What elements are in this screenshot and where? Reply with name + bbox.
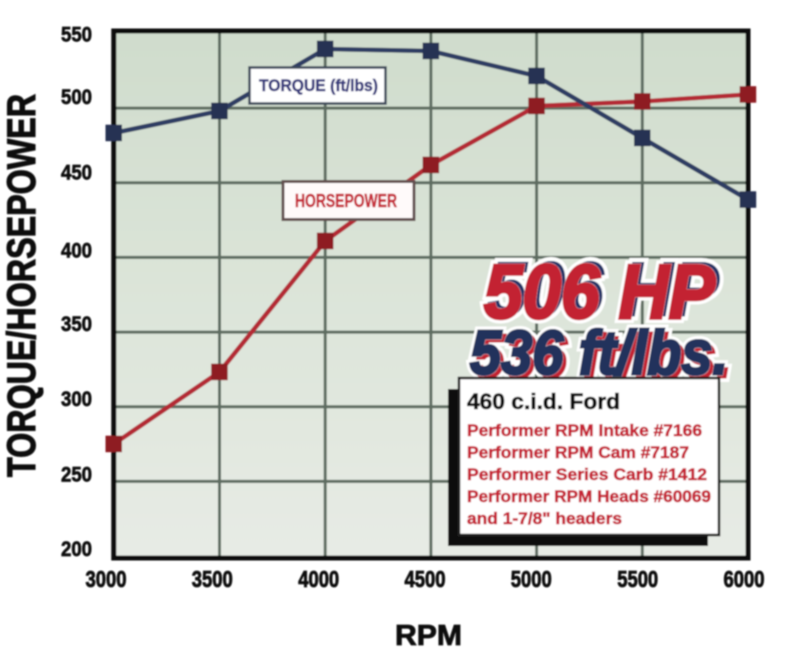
svg-text:4500: 4500 <box>405 566 446 592</box>
svg-text:TORQUE (ft/lbs): TORQUE (ft/lbs) <box>259 76 378 95</box>
svg-text:Performer RPM Cam #7187: Performer RPM Cam #7187 <box>467 444 689 462</box>
svg-text:506 HP: 506 HP <box>488 248 719 333</box>
svg-text:506 HP: 506 HP <box>488 248 719 333</box>
svg-text:6000: 6000 <box>724 566 765 592</box>
svg-text:3500: 3500 <box>192 566 233 592</box>
svg-text:HORSEPOWER: HORSEPOWER <box>295 191 397 211</box>
svg-text:500: 500 <box>61 85 92 109</box>
svg-text:RPM: RPM <box>395 620 462 652</box>
svg-text:Performer RPM Heads #60069: Performer RPM Heads #60069 <box>467 488 711 506</box>
svg-text:and 1-7/8" headers: and 1-7/8" headers <box>467 510 622 528</box>
svg-text:3000: 3000 <box>86 566 127 592</box>
svg-text:450: 450 <box>61 161 92 185</box>
svg-text:506 HP: 506 HP <box>484 250 715 335</box>
svg-text:4000: 4000 <box>298 566 339 592</box>
svg-text:200: 200 <box>61 537 92 561</box>
svg-text:400: 400 <box>61 239 92 263</box>
svg-text:5500: 5500 <box>617 566 658 592</box>
svg-text:350: 350 <box>61 312 92 336</box>
svg-text:300: 300 <box>61 387 92 411</box>
svg-text:506 HP: 506 HP <box>484 250 715 335</box>
svg-text:550: 550 <box>61 23 92 47</box>
svg-text:Performer Series Carb #1412: Performer Series Carb #1412 <box>467 466 707 484</box>
svg-text:250: 250 <box>61 463 92 487</box>
svg-text:506 HP: 506 HP <box>484 250 715 335</box>
svg-text:TORQUE/HORSEPOWER: TORQUE/HORSEPOWER <box>0 94 44 477</box>
svg-text:460 c.i.d. Ford: 460 c.i.d. Ford <box>467 389 620 414</box>
svg-text:Performer RPM Intake #7166: Performer RPM Intake #7166 <box>467 422 702 440</box>
svg-text:5000: 5000 <box>511 566 552 592</box>
